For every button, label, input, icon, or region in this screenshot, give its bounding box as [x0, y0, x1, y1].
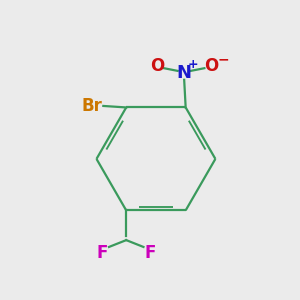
Text: F: F	[97, 244, 108, 262]
Text: O: O	[204, 57, 218, 75]
Text: F: F	[144, 244, 156, 262]
Text: +: +	[187, 58, 198, 71]
Text: O: O	[150, 57, 165, 75]
Text: −: −	[218, 52, 229, 66]
Text: Br: Br	[82, 97, 103, 115]
Text: N: N	[177, 64, 192, 82]
